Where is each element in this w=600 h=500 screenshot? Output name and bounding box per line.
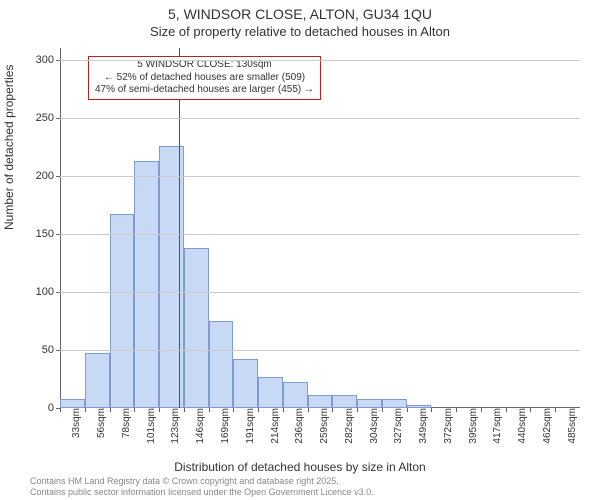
xtick-mark [184, 408, 185, 412]
ytick-label: 150 [14, 228, 54, 240]
xtick-label: 372sqm [443, 408, 454, 444]
xtick-label: 56sqm [96, 408, 107, 438]
histogram-bar [382, 399, 407, 408]
gridline-horizontal [60, 118, 580, 119]
xtick-mark [506, 408, 507, 412]
xtick-label: 440sqm [517, 408, 528, 444]
x-axis-label: Distribution of detached houses by size … [0, 460, 600, 474]
histogram-bar [159, 146, 184, 408]
xtick-mark [481, 408, 482, 412]
annotation-line: 47% of semi-detached houses are larger (… [95, 84, 314, 97]
xtick-mark [85, 408, 86, 412]
xtick-label: 101sqm [146, 408, 157, 444]
xtick-label: 236sqm [294, 408, 305, 444]
xtick-label: 349sqm [418, 408, 429, 444]
xtick-mark [283, 408, 284, 412]
xtick-label: 417sqm [492, 408, 503, 444]
ytick-label: 0 [14, 402, 54, 414]
gridline-horizontal [60, 234, 580, 235]
annotation-line: ← 52% of detached houses are smaller (50… [95, 72, 314, 85]
ytick-label: 250 [14, 112, 54, 124]
xtick-label: 485sqm [567, 408, 578, 444]
gridline-horizontal [60, 60, 580, 61]
plot-area: 5 WINDSOR CLOSE: 130sqm← 52% of detached… [60, 48, 580, 408]
histogram-bar [332, 395, 357, 408]
xtick-label: 395sqm [468, 408, 479, 444]
gridline-horizontal [60, 176, 580, 177]
histogram-bar [110, 214, 135, 408]
histogram-bar [134, 161, 159, 408]
histogram-bar [308, 395, 333, 408]
xtick-label: 146sqm [195, 408, 206, 444]
histogram-bar [357, 399, 382, 408]
xtick-label: 282sqm [344, 408, 355, 444]
ytick-mark [56, 176, 60, 177]
xtick-mark [555, 408, 556, 412]
xtick-mark [159, 408, 160, 412]
xtick-label: 259sqm [319, 408, 330, 444]
xtick-mark [456, 408, 457, 412]
xtick-mark [60, 408, 61, 412]
annotation-line: 5 WINDSOR CLOSE: 130sqm [95, 59, 314, 72]
credits-line1: Contains HM Land Registry data © Crown c… [30, 476, 374, 487]
credits-line2: Contains public sector information licen… [30, 487, 374, 498]
xtick-mark [357, 408, 358, 412]
histogram-bar [258, 377, 283, 408]
gridline-horizontal [60, 292, 580, 293]
ytick-mark [56, 234, 60, 235]
ytick-mark [56, 118, 60, 119]
histogram-bar [85, 353, 110, 408]
xtick-label: 214sqm [270, 408, 281, 444]
ytick-mark [56, 292, 60, 293]
xtick-label: 327sqm [393, 408, 404, 444]
xtick-label: 191sqm [245, 408, 256, 444]
xtick-mark [407, 408, 408, 412]
ytick-label: 100 [14, 286, 54, 298]
xtick-label: 33sqm [71, 408, 82, 438]
chart-title-line1: 5, WINDSOR CLOSE, ALTON, GU34 1QU [0, 6, 600, 22]
xtick-mark [110, 408, 111, 412]
xtick-mark [382, 408, 383, 412]
histogram-bar [60, 399, 85, 408]
xtick-mark [530, 408, 531, 412]
credits-text: Contains HM Land Registry data © Crown c… [30, 476, 374, 498]
xtick-mark [233, 408, 234, 412]
ytick-label: 300 [14, 54, 54, 66]
xtick-label: 123sqm [170, 408, 181, 444]
histogram-bar [233, 359, 258, 408]
chart-title-line2: Size of property relative to detached ho… [0, 24, 600, 39]
chart-container: 5, WINDSOR CLOSE, ALTON, GU34 1QU Size o… [0, 0, 600, 500]
xtick-label: 462sqm [542, 408, 553, 444]
ytick-label: 200 [14, 170, 54, 182]
xtick-label: 169sqm [220, 408, 231, 444]
xtick-label: 78sqm [121, 408, 132, 438]
histogram-bar [209, 321, 234, 408]
xtick-mark [209, 408, 210, 412]
xtick-mark [134, 408, 135, 412]
xtick-mark [332, 408, 333, 412]
histogram-bars [60, 48, 580, 408]
ytick-mark [56, 60, 60, 61]
histogram-bar [283, 382, 308, 408]
annotation-box: 5 WINDSOR CLOSE: 130sqm← 52% of detached… [88, 56, 321, 100]
ytick-mark [56, 350, 60, 351]
xtick-mark [258, 408, 259, 412]
gridline-horizontal [60, 350, 580, 351]
y-axis-label: Number of detached properties [2, 65, 16, 230]
histogram-bar [184, 248, 209, 408]
xtick-label: 304sqm [369, 408, 380, 444]
xtick-mark [308, 408, 309, 412]
ytick-label: 50 [14, 344, 54, 356]
xtick-mark [431, 408, 432, 412]
reference-vertical-line [179, 48, 180, 408]
